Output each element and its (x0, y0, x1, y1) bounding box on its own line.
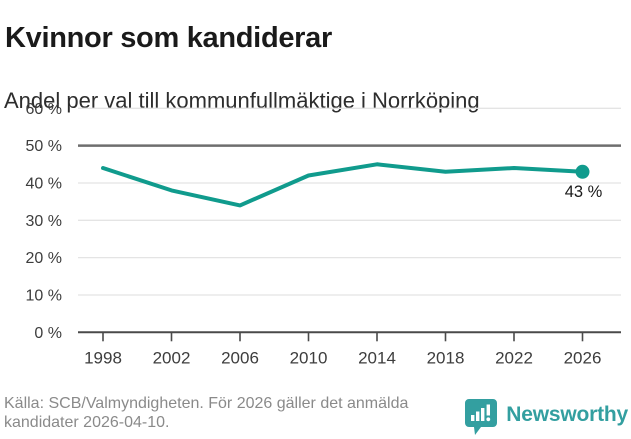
x-axis-tick-label: 2006 (221, 348, 259, 367)
end-point-value-label: 43 % (565, 183, 603, 201)
end-point-dot (575, 164, 590, 179)
newsworthy-wordmark: Newsworthy (506, 402, 628, 426)
y-axis-tick-label: 50 % (26, 138, 62, 155)
y-axis-tick-label: 10 % (26, 287, 62, 304)
x-axis-tick-label: 2022 (495, 348, 533, 367)
newsworthy-bar-chart-bubble-icon (465, 399, 498, 435)
x-axis-tick-label: 2026 (564, 348, 602, 367)
x-axis-tick-label: 1998 (84, 348, 122, 367)
newsworthy-logo[interactable]: Newsworthy (464, 398, 628, 436)
page-subtitle: Andel per val till kommunfullmäktige i N… (4, 88, 480, 114)
x-axis-tick-label: 2002 (153, 348, 191, 367)
x-axis-tick-label: 2014 (358, 348, 396, 367)
y-axis-tick-label: 60 % (26, 101, 62, 118)
y-axis-tick-label: 0 % (34, 325, 62, 342)
x-axis-tick-label: 2018 (427, 348, 465, 367)
page-title: Kvinnor som kandiderar (5, 22, 332, 55)
y-axis-tick-label: 40 % (26, 175, 62, 192)
x-axis-tick-label: 2010 (290, 348, 328, 367)
y-axis-tick-label: 20 % (26, 250, 62, 267)
y-axis-tick-label: 30 % (26, 213, 62, 230)
source-note: Källa: SCB/Valmyndigheten. För 2026 gäll… (4, 395, 409, 431)
data-line (101, 162, 585, 208)
